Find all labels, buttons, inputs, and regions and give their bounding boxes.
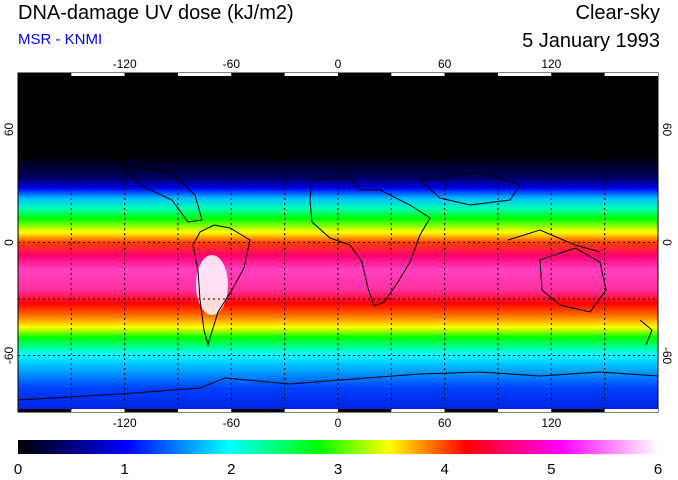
colorbar-label: 1 xyxy=(120,461,128,478)
lon-tick-top: 0 xyxy=(335,57,342,71)
frame-mark-bottom xyxy=(178,409,232,412)
graticule xyxy=(18,73,658,412)
frame-mark-bottom xyxy=(604,409,658,412)
sky-condition-label: Clear-sky xyxy=(575,2,660,24)
australia-outline xyxy=(539,247,607,313)
frame-mark-bottom xyxy=(391,409,445,412)
lat-tick-left: 60 xyxy=(2,123,16,137)
coastlines xyxy=(17,164,659,401)
frame-mark-bottom xyxy=(284,409,338,412)
lon-tick-top: 120 xyxy=(541,57,561,71)
frame-mark-top xyxy=(124,73,178,76)
frame-mark-top xyxy=(551,73,605,76)
frame-mark-bottom xyxy=(18,409,72,412)
colorbar xyxy=(18,440,658,454)
antarctica-outline xyxy=(17,371,659,401)
asia-outline xyxy=(418,171,521,206)
frame-mark-bottom xyxy=(338,409,392,412)
frame-mark-bottom xyxy=(498,409,552,412)
frame-mark-top xyxy=(391,73,445,76)
colorbar-label: 4 xyxy=(440,461,448,478)
frame-mark-bottom xyxy=(231,409,285,412)
colorbar-label: 0 xyxy=(14,461,22,478)
source-label: MSR - KNMI xyxy=(18,31,103,48)
lon-tick-bottom: 60 xyxy=(438,416,452,430)
frame-mark-top xyxy=(338,73,392,76)
colorbar-label: 6 xyxy=(654,461,662,478)
frame-mark-top xyxy=(71,73,125,76)
new-zealand-outline xyxy=(639,319,653,346)
colorbar-label: 2 xyxy=(227,461,235,478)
frame-mark-top xyxy=(498,73,552,76)
lat-tick-right: 0 xyxy=(660,239,674,246)
colorbar-label: 5 xyxy=(547,461,555,478)
frame-mark-top xyxy=(604,73,658,76)
lon-tick-bottom: -60 xyxy=(223,416,241,430)
peak-dose-patch xyxy=(196,255,228,315)
lat-ticks-left: 60 0 -60 xyxy=(2,123,16,365)
lon-tick-bottom: -120 xyxy=(113,416,137,430)
lat-tick-right: 60 xyxy=(660,123,674,137)
frame-scale-marks xyxy=(18,73,658,412)
lon-ticks-bottom: -120 -60 0 60 120 xyxy=(113,416,562,430)
north-america-outline xyxy=(118,164,203,223)
frame-mark-bottom xyxy=(444,409,498,412)
colorbar-label: 3 xyxy=(334,461,342,478)
south-america-outline xyxy=(192,224,251,347)
africa-outline xyxy=(309,175,431,307)
lat-ticks-right: 60 0 -60 xyxy=(660,123,674,365)
indonesia-outline xyxy=(507,229,601,253)
frame-mark-top xyxy=(444,73,498,76)
frame-mark-top xyxy=(231,73,285,76)
lat-tick-left: -60 xyxy=(2,347,16,365)
frame-mark-bottom xyxy=(124,409,178,412)
lon-tick-top: -120 xyxy=(113,57,137,71)
date-label: 5 January 1993 xyxy=(522,30,660,52)
frame-mark-top xyxy=(18,73,72,76)
lat-tick-left: 0 xyxy=(2,239,16,246)
lon-tick-top: -60 xyxy=(223,57,241,71)
frame-mark-top xyxy=(178,73,232,76)
lon-tick-bottom: 120 xyxy=(541,416,561,430)
lon-tick-bottom: 0 xyxy=(335,416,342,430)
map-title: DNA-damage UV dose (kJ/m2) xyxy=(18,2,294,24)
lat-tick-right: -60 xyxy=(660,347,674,365)
frame-mark-bottom xyxy=(71,409,125,412)
frame-mark-bottom xyxy=(551,409,605,412)
lon-ticks-top: -120 -60 0 60 120 xyxy=(113,57,562,71)
frame-mark-top xyxy=(284,73,338,76)
lon-tick-top: 60 xyxy=(438,57,452,71)
colorbar-labels: 0 1 2 3 4 5 6 xyxy=(14,461,662,478)
